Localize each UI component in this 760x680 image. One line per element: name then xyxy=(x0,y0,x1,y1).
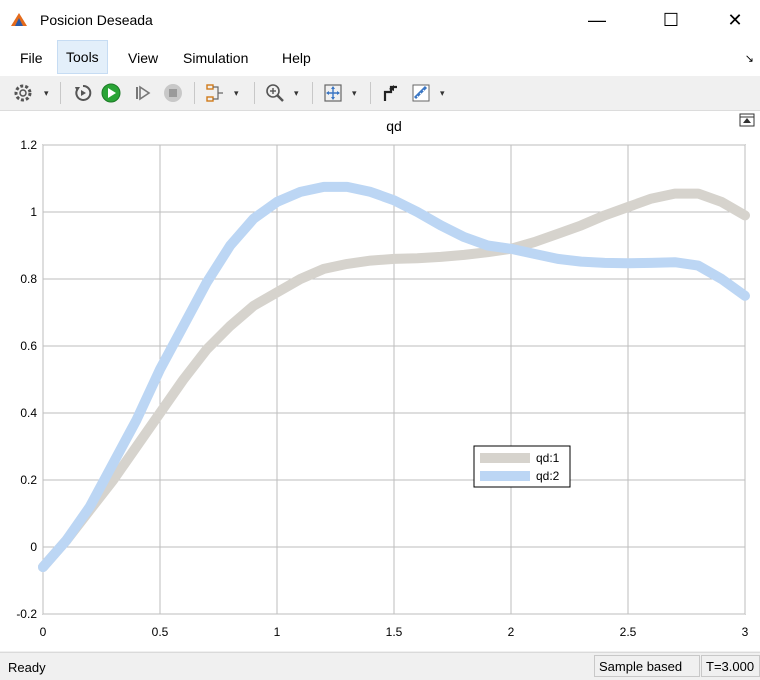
y-tick-label: 0.8 xyxy=(20,272,37,286)
minimize-icon: — xyxy=(588,9,606,30)
y-tick-label: 0 xyxy=(30,540,37,554)
series-line-1 xyxy=(38,188,750,573)
window-title: Posicion Deseada xyxy=(40,12,153,28)
scope-plot-area: qd 0 0.5 1 1.5 2 2.5 3 -0.2 0 0.2 0.4 0.6 0.8 1 1.2 qd:1… xyxy=(0,111,760,651)
series-line-2 xyxy=(38,181,750,573)
measurements-dropdown-icon[interactable]: ▾ xyxy=(440,88,445,98)
toolbar-separator xyxy=(194,82,195,104)
menu-simulation[interactable]: Simulation xyxy=(183,50,249,66)
zoom-dropdown-icon[interactable]: ▾ xyxy=(294,88,299,98)
step-back-icon[interactable] xyxy=(72,82,94,104)
title-bar: Posicion Deseada — ☐ ✕ xyxy=(0,0,760,40)
dock-arrow-icon[interactable]: ↘ xyxy=(744,53,754,65)
minimize-button[interactable]: — xyxy=(574,5,620,35)
zoom-icon[interactable] xyxy=(264,82,286,104)
status-bar: Ready Sample based T=3.000 xyxy=(0,652,760,680)
stop-icon[interactable] xyxy=(162,82,184,104)
menu-view[interactable]: View xyxy=(128,50,159,66)
fit-to-view-icon[interactable] xyxy=(322,82,344,104)
matlab-app-icon xyxy=(11,13,27,26)
x-tick-label: 3 xyxy=(742,625,749,639)
menu-tools[interactable]: Tools xyxy=(57,40,108,74)
scope-chart[interactable]: qd0 0.5 1 1.5 2 2.5 3-0.200.20.40.60.811.2qd:1… xyxy=(0,111,760,651)
menu-bar: File Tools View Simulation Help ↘ xyxy=(0,40,760,76)
y-tick-label: -0.2 xyxy=(16,607,37,621)
signal-selector-icon[interactable] xyxy=(204,82,226,104)
measurements-icon[interactable] xyxy=(410,82,432,104)
legend-label-2: qd:2 xyxy=(536,469,560,483)
close-button[interactable]: ✕ xyxy=(712,5,758,35)
cursor-measure-icon[interactable] xyxy=(380,82,402,104)
settings-icon[interactable] xyxy=(12,82,34,104)
chart-title: qd xyxy=(386,118,402,134)
run-icon[interactable] xyxy=(100,82,122,104)
toolbar-separator xyxy=(370,82,371,104)
step-forward-icon[interactable] xyxy=(132,82,154,104)
x-tick-label: 2.5 xyxy=(620,625,637,639)
menu-file[interactable]: File xyxy=(20,50,43,66)
toolbar: ▾ ▾ ▾ ▾ xyxy=(0,76,760,111)
x-tick-label: 1 xyxy=(274,625,281,639)
y-tick-label: 0.2 xyxy=(20,473,37,487)
y-tick-label: 1.2 xyxy=(20,138,37,152)
toolbar-separator xyxy=(254,82,255,104)
fit-dropdown-icon[interactable]: ▾ xyxy=(352,88,357,98)
y-tick-label: 1 xyxy=(30,205,37,219)
x-tick-label: 0.5 xyxy=(152,625,169,639)
x-tick-label: 2 xyxy=(508,625,515,639)
toolbar-separator xyxy=(312,82,313,104)
signal-selector-dropdown-icon[interactable]: ▾ xyxy=(234,88,239,98)
menu-help[interactable]: Help xyxy=(282,50,311,66)
x-tick-label: 0 xyxy=(40,625,47,639)
x-tick-label: 1.5 xyxy=(386,625,403,639)
legend-label-1: qd:1 xyxy=(536,451,560,465)
maximize-button[interactable]: ☐ xyxy=(648,5,694,35)
toolbar-separator xyxy=(60,82,61,104)
y-tick-label: 0.6 xyxy=(20,339,37,353)
undock-icon[interactable] xyxy=(739,113,755,127)
time-field: T=3.000 xyxy=(701,655,760,677)
status-text: Ready xyxy=(8,660,46,675)
maximize-icon: ☐ xyxy=(662,9,680,30)
close-icon: ✕ xyxy=(727,9,743,30)
settings-dropdown-icon[interactable]: ▾ xyxy=(44,88,49,98)
y-tick-label: 0.4 xyxy=(20,406,37,420)
sample-mode-field: Sample based xyxy=(594,655,700,677)
